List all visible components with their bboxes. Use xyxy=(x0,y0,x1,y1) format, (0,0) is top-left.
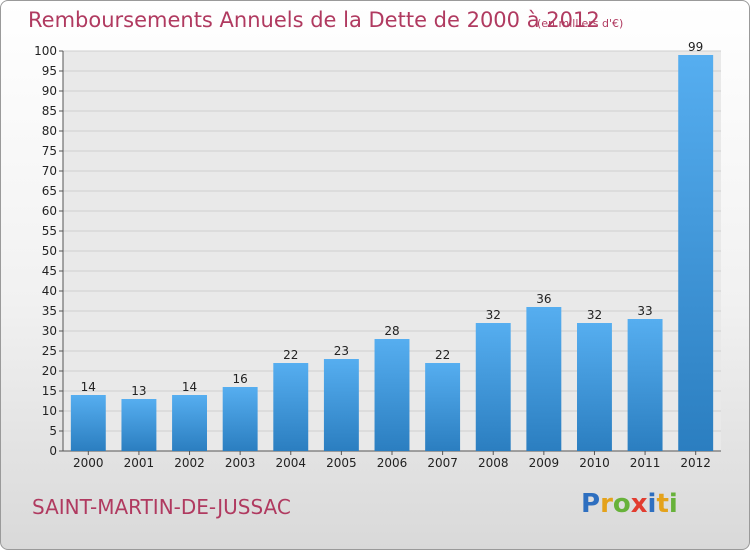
value-label-2011: 33 xyxy=(637,304,652,318)
y-tick-label: 25 xyxy=(42,344,57,358)
value-label-2003: 16 xyxy=(233,372,248,386)
y-tick-label: 20 xyxy=(42,364,57,378)
logo-letter: o xyxy=(612,489,631,519)
value-label-2001: 13 xyxy=(131,384,146,398)
bar-2003 xyxy=(222,387,258,451)
chart-subtitle: (en milliers d'€) xyxy=(537,17,624,30)
bar-2005 xyxy=(323,359,359,451)
y-tick-label: 55 xyxy=(42,224,57,238)
bar-2000 xyxy=(70,395,106,451)
y-tick-label: 70 xyxy=(42,164,57,178)
value-label-2009: 36 xyxy=(536,292,551,306)
y-tick-label: 40 xyxy=(42,284,57,298)
x-tick-label-2010: 2010 xyxy=(579,456,610,470)
proxiti-logo: Proxiti xyxy=(581,489,678,519)
y-tick-label: 90 xyxy=(42,84,57,98)
bar-2007 xyxy=(425,363,461,451)
bar-2004 xyxy=(273,363,309,451)
x-tick-label-2009: 2009 xyxy=(529,456,560,470)
x-tick-label-2006: 2006 xyxy=(377,456,408,470)
x-tick-label-2003: 2003 xyxy=(225,456,256,470)
logo-letter: P xyxy=(581,489,601,519)
place-name: SAINT-MARTIN-DE-JUSSAC xyxy=(32,495,291,519)
bar-2012 xyxy=(678,55,714,451)
chart-title: Remboursements Annuels de la Dette de 20… xyxy=(28,8,600,32)
y-tick-label: 60 xyxy=(42,204,57,218)
y-tick-label: 5 xyxy=(49,424,57,438)
bar-2008 xyxy=(475,323,511,451)
y-tick-label: 45 xyxy=(42,264,57,278)
y-tick-label: 75 xyxy=(42,144,57,158)
y-tick-label: 100 xyxy=(34,44,57,58)
logo-letter: t xyxy=(656,489,669,519)
x-tick-label-2011: 2011 xyxy=(630,456,661,470)
bar-2002 xyxy=(172,395,208,451)
logo-letter: r xyxy=(600,489,613,519)
x-tick-label-2005: 2005 xyxy=(326,456,357,470)
y-tick-label: 10 xyxy=(42,404,57,418)
bar-2010 xyxy=(576,323,612,451)
y-tick-label: 50 xyxy=(42,244,57,258)
x-tick-label-2002: 2002 xyxy=(174,456,205,470)
y-tick-label: 35 xyxy=(42,304,57,318)
value-label-2008: 32 xyxy=(486,308,501,322)
y-tick-label: 95 xyxy=(42,64,57,78)
bar-2009 xyxy=(526,307,562,451)
x-tick-label-2007: 2007 xyxy=(427,456,458,470)
bar-2006 xyxy=(374,339,410,451)
value-label-2004: 22 xyxy=(283,348,298,362)
x-tick-label-2000: 2000 xyxy=(73,456,104,470)
x-tick-label-2008: 2008 xyxy=(478,456,509,470)
y-tick-label: 85 xyxy=(42,104,57,118)
x-tick-label-2004: 2004 xyxy=(275,456,306,470)
value-label-2002: 14 xyxy=(182,380,197,394)
logo-letter: x xyxy=(630,489,648,519)
logo-letter: i xyxy=(668,489,678,519)
y-tick-label: 30 xyxy=(42,324,57,338)
y-tick-label: 80 xyxy=(42,124,57,138)
value-label-2000: 14 xyxy=(81,380,96,394)
bar-2001 xyxy=(121,399,157,451)
value-label-2006: 28 xyxy=(384,324,399,338)
logo-letter: i xyxy=(647,489,657,519)
x-tick-label-2001: 2001 xyxy=(124,456,155,470)
y-tick-label: 0 xyxy=(49,444,57,458)
y-tick-label: 65 xyxy=(42,184,57,198)
value-label-2012: 99 xyxy=(688,40,703,54)
value-label-2005: 23 xyxy=(334,344,349,358)
y-tick-label: 15 xyxy=(42,384,57,398)
x-tick-label-2012: 2012 xyxy=(680,456,711,470)
value-label-2007: 22 xyxy=(435,348,450,362)
value-label-2010: 32 xyxy=(587,308,602,322)
bar-2011 xyxy=(627,319,663,451)
